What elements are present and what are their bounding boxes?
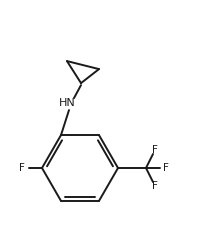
Text: F: F bbox=[163, 163, 169, 173]
Text: F: F bbox=[152, 145, 158, 155]
Text: F: F bbox=[19, 163, 25, 173]
Text: HN: HN bbox=[59, 98, 75, 108]
Text: F: F bbox=[152, 181, 158, 191]
